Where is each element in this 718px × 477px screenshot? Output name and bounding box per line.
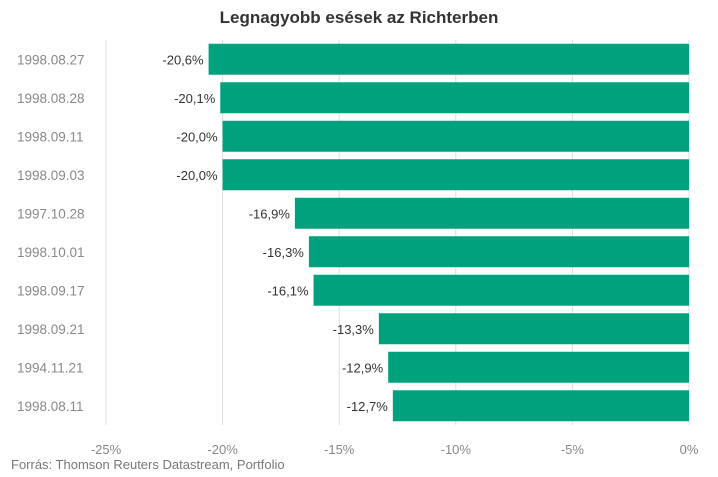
category-label: 1998.09.21 (17, 322, 85, 337)
bar (294, 197, 689, 229)
bar (308, 236, 689, 268)
bar (208, 43, 689, 75)
category-label: 1994.11.21 (17, 360, 84, 375)
bar (222, 159, 689, 191)
x-tick-label: -5% (561, 442, 585, 457)
x-tick-label: -15% (324, 442, 355, 457)
data-label: -20,0% (176, 168, 218, 183)
category-label: 1998.08.28 (17, 91, 85, 106)
data-label: -20,1% (174, 91, 216, 106)
chart-title: Legnagyobb esések az Richterben (219, 8, 499, 27)
data-label: -12,9% (342, 360, 384, 375)
category-label: 1998.08.11 (17, 399, 84, 414)
bar (220, 82, 689, 114)
data-label: -16,3% (263, 245, 305, 260)
x-tick-label: -20% (207, 442, 238, 457)
data-label: -16,9% (249, 206, 291, 221)
x-tick-label: -25% (91, 442, 122, 457)
data-label: -12,7% (347, 399, 389, 414)
bar (313, 274, 689, 306)
category-label: 1998.09.11 (17, 129, 84, 144)
category-label: 1998.09.17 (17, 283, 85, 298)
category-label: 1997.10.28 (17, 206, 85, 221)
bar (392, 390, 689, 422)
bar (222, 120, 689, 152)
category-label: 1998.09.03 (17, 168, 85, 183)
bar (388, 351, 689, 383)
source-note: Forrás: Thomson Reuters Datastream, Port… (11, 457, 285, 472)
data-label: -16,1% (267, 283, 309, 298)
data-label: -20,0% (176, 129, 218, 144)
data-label: -13,3% (333, 322, 375, 337)
category-label: 1998.10.01 (17, 245, 85, 260)
x-tick-label: 0% (680, 442, 699, 457)
data-label: -20,6% (162, 52, 204, 67)
category-label: 1998.08.27 (17, 52, 85, 67)
x-tick-label: -10% (441, 442, 472, 457)
bar (378, 313, 689, 345)
